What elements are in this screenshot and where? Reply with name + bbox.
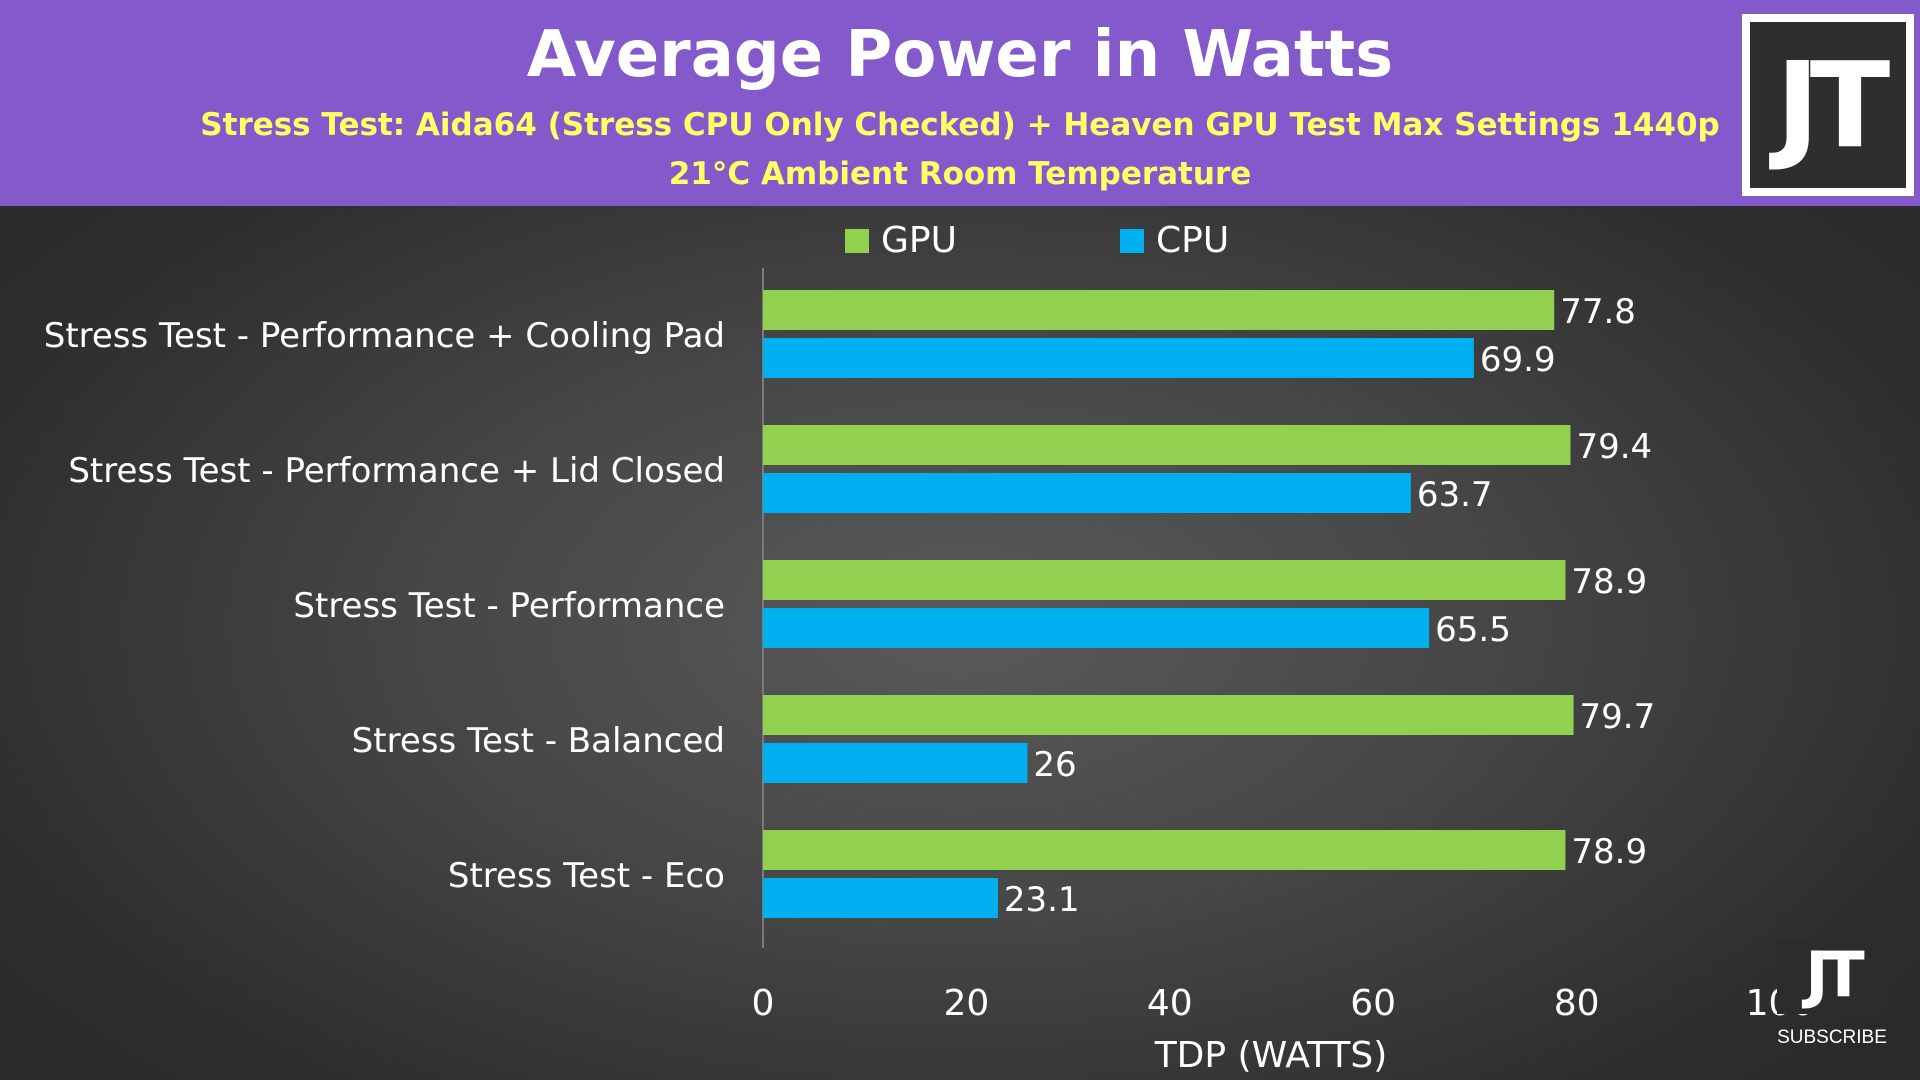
data-label-cpu: 26 [1033, 745, 1076, 785]
bar-gpu [763, 290, 1555, 330]
data-label-gpu: 77.8 [1560, 292, 1636, 332]
bar-cpu [763, 338, 1474, 378]
channel-logo-text: JT [1775, 36, 1890, 174]
bar-cpu [763, 878, 998, 918]
category-label: Stress Test - Performance [293, 586, 725, 626]
x-axis-title: TDP (WATTS) [1154, 1035, 1388, 1076]
x-tick-label: 60 [1350, 983, 1396, 1024]
x-tick-label: 20 [943, 983, 989, 1024]
data-label-gpu: 78.9 [1571, 832, 1647, 872]
bar-cpu [763, 608, 1430, 648]
subscribe-label[interactable]: SUBSCRIBE [1777, 1027, 1887, 1048]
data-label-gpu: 79.7 [1580, 697, 1656, 737]
legend-swatch-cpu [1120, 229, 1144, 253]
legend-label-gpu: GPU [881, 220, 957, 261]
bar-gpu [763, 695, 1574, 735]
chart-title: Average Power in Watts [526, 18, 1394, 92]
subscribe-watermark-button[interactable]: JT [1777, 938, 1887, 1014]
chart-subtitle-temperature: 21°C Ambient Room Temperature [668, 156, 1252, 192]
x-tick-label: 80 [1554, 983, 1600, 1024]
data-label-cpu: 23.1 [1004, 880, 1080, 920]
chart-header: Average Power in Watts Stress Test: Aida… [0, 0, 1920, 206]
category-label: Stress Test - Performance + Cooling Pad [44, 316, 725, 356]
legend-swatch-gpu [845, 229, 869, 253]
data-label-cpu: 69.9 [1480, 340, 1556, 380]
bar-gpu [763, 560, 1566, 600]
data-label-gpu: 78.9 [1571, 562, 1647, 602]
bar-gpu [763, 830, 1566, 870]
bar-cpu [763, 743, 1028, 783]
bar-gpu [763, 425, 1571, 465]
x-tick-label: 40 [1147, 983, 1193, 1024]
subscribe-logo-text: JT [1805, 938, 1864, 1011]
legend-label-cpu: CPU [1156, 220, 1229, 261]
data-label-gpu: 79.4 [1576, 427, 1652, 467]
chart-subtitle: Stress Test: Aida64 (Stress CPU Only Che… [200, 107, 1720, 143]
bar-cpu [763, 473, 1411, 513]
channel-logo[interactable]: JT [1742, 14, 1914, 196]
category-label: Stress Test - Balanced [352, 721, 725, 761]
category-label: Stress Test - Eco [448, 856, 725, 896]
x-tick-label: 0 [752, 983, 775, 1024]
data-label-cpu: 63.7 [1417, 475, 1493, 515]
data-label-cpu: 65.5 [1435, 610, 1511, 650]
category-label: Stress Test - Performance + Lid Closed [68, 451, 725, 491]
